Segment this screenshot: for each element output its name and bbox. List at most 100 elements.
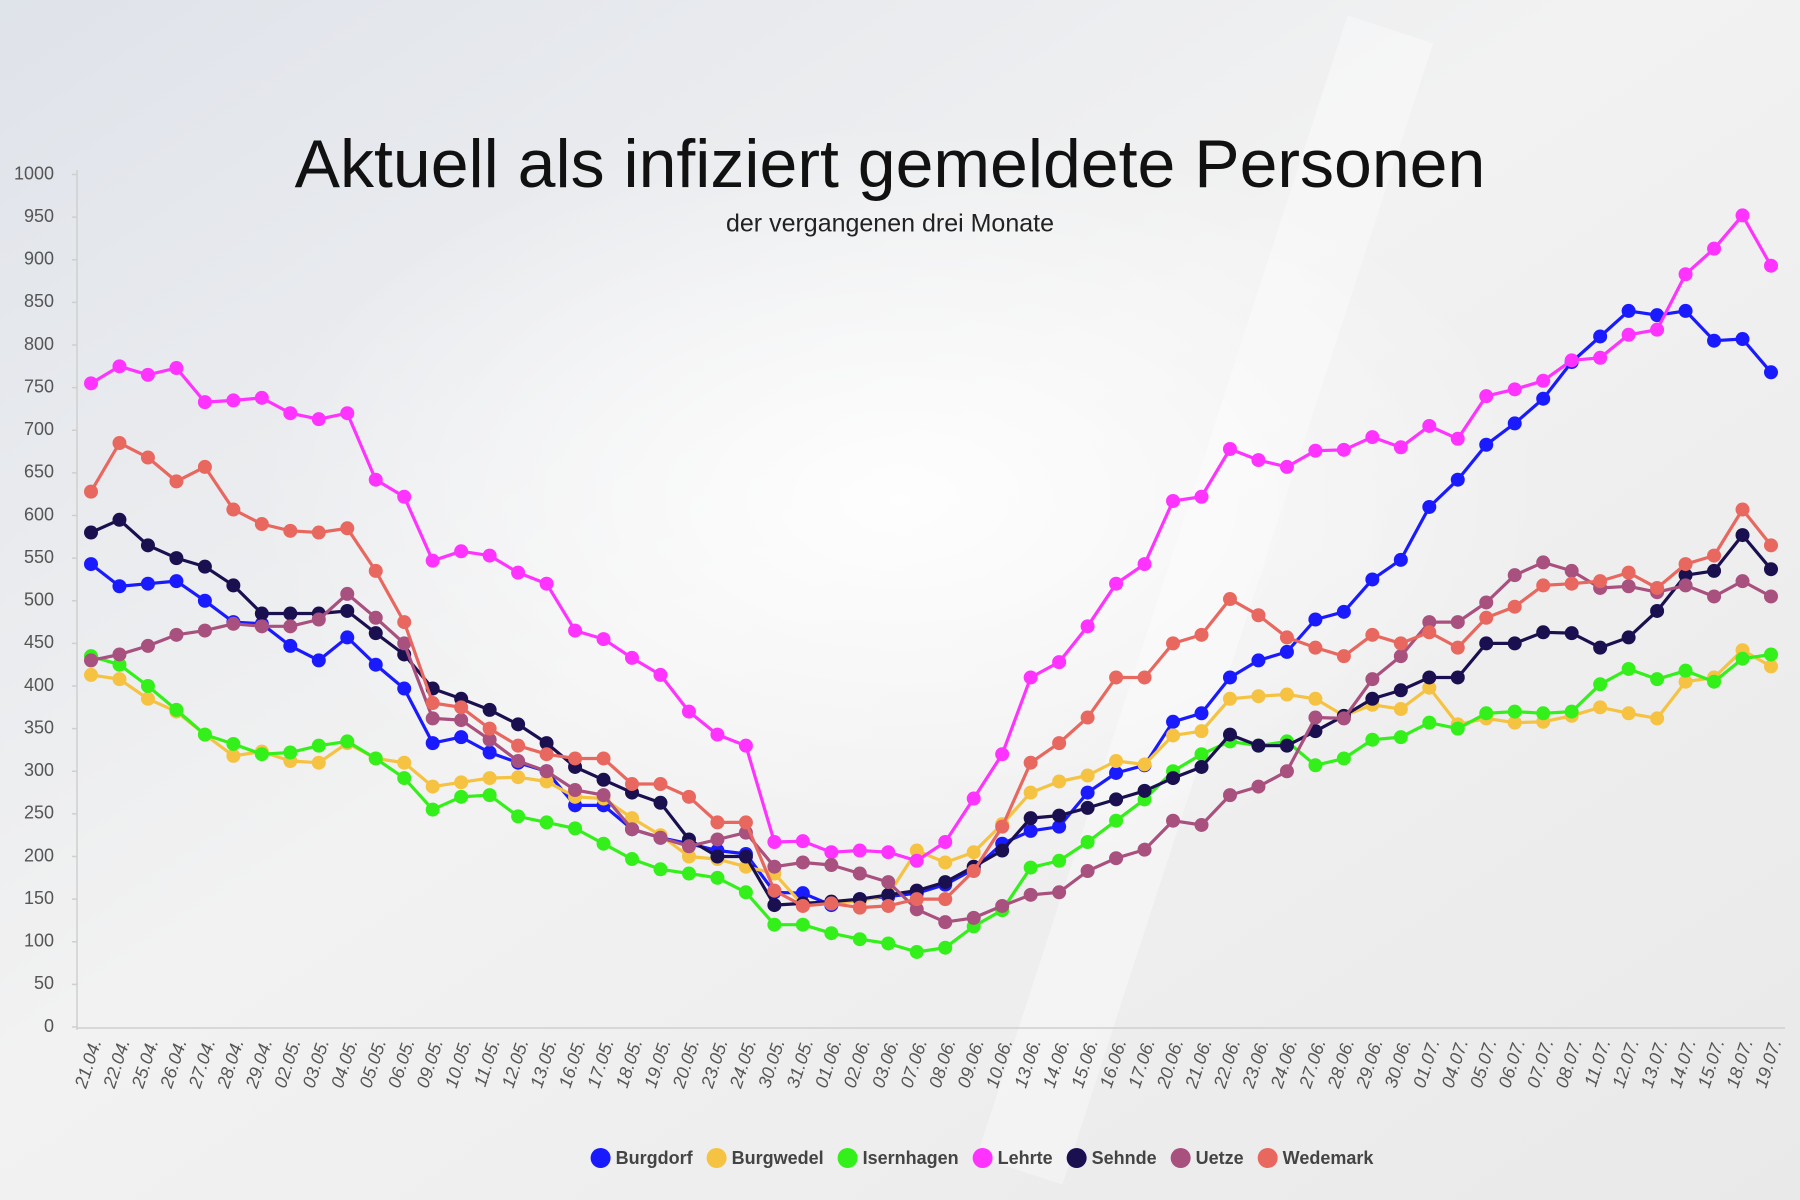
chart-subtitle: der vergangenen drei Monate	[726, 210, 1054, 238]
legend-item: Isernhagen	[837, 1148, 959, 1168]
data-point	[1621, 630, 1636, 645]
data-point	[1137, 557, 1152, 572]
legend-label: Lehrte	[998, 1148, 1053, 1168]
data-point	[767, 898, 782, 913]
data-point	[1536, 555, 1551, 570]
y-tick-label: 0	[44, 1016, 54, 1036]
data-point	[1308, 612, 1323, 627]
y-tick-label: 500	[24, 590, 54, 610]
data-point	[1735, 208, 1750, 223]
data-point	[1678, 557, 1693, 572]
data-point	[1764, 258, 1778, 273]
data-point	[1222, 442, 1237, 457]
data-point	[681, 789, 696, 804]
data-point	[140, 691, 155, 706]
plot-area: 0 50 100 150 200 250 300 350 400 450 500 550 600 650 7…	[14, 163, 1785, 1091]
data-point	[995, 843, 1010, 858]
data-point	[1137, 757, 1152, 772]
data-point	[1080, 619, 1095, 634]
data-point	[254, 747, 269, 762]
data-point	[568, 783, 583, 798]
data-point	[938, 835, 953, 850]
data-point	[795, 917, 810, 932]
data-point	[539, 774, 554, 789]
data-point	[1336, 751, 1351, 766]
data-point	[539, 747, 554, 762]
data-point	[1166, 494, 1181, 509]
data-point	[881, 875, 896, 890]
data-point	[1222, 592, 1237, 607]
data-point	[511, 770, 526, 785]
data-point	[852, 843, 867, 858]
legend-item: Burgdorf	[590, 1148, 694, 1168]
data-point	[1422, 418, 1437, 433]
data-point	[283, 523, 298, 538]
data-point	[1393, 649, 1408, 664]
y-tick-label: 150	[24, 888, 54, 908]
data-point	[795, 886, 810, 901]
data-point	[1450, 431, 1465, 446]
data-point	[1536, 706, 1551, 721]
data-point	[397, 489, 412, 504]
legend-label: Sehnde	[1092, 1148, 1157, 1168]
data-point	[1564, 563, 1579, 578]
data-point	[1080, 800, 1095, 815]
data-point	[1450, 472, 1465, 487]
data-point	[1194, 724, 1209, 739]
data-point	[511, 738, 526, 753]
data-point	[1194, 817, 1209, 832]
data-point	[1109, 670, 1124, 685]
y-tick-label: 900	[24, 249, 54, 269]
legend-marker	[706, 1148, 727, 1168]
data-point	[1279, 630, 1294, 645]
data-point	[1621, 303, 1636, 318]
data-point	[454, 544, 469, 559]
data-point	[368, 657, 383, 672]
data-point	[767, 917, 782, 932]
data-point	[283, 745, 298, 760]
data-point	[625, 811, 640, 826]
data-point	[482, 702, 497, 717]
y-tick-label: 650	[24, 462, 54, 482]
data-point	[1507, 704, 1522, 719]
data-point	[1137, 842, 1152, 857]
data-point	[625, 822, 640, 837]
data-point	[1650, 322, 1665, 337]
legend-marker	[1066, 1148, 1087, 1168]
data-point	[995, 898, 1010, 913]
data-point	[1735, 502, 1750, 517]
data-point	[1764, 647, 1778, 662]
data-point	[1393, 683, 1408, 698]
data-point	[1052, 885, 1067, 900]
data-point	[1593, 574, 1608, 589]
data-point	[1707, 589, 1722, 604]
data-point	[710, 832, 725, 847]
data-point	[340, 406, 355, 421]
data-point	[112, 512, 127, 527]
data-point	[511, 754, 526, 769]
data-point	[596, 836, 611, 851]
data-point	[1222, 727, 1237, 742]
data-point	[596, 632, 611, 647]
data-point	[1507, 382, 1522, 397]
data-point	[140, 450, 155, 465]
y-tick-label: 800	[24, 334, 54, 354]
data-point	[1109, 792, 1124, 807]
legend-label: Uetze	[1196, 1148, 1244, 1168]
data-point	[1251, 608, 1266, 623]
data-point	[397, 681, 412, 696]
data-point	[1593, 640, 1608, 655]
y-tick-label: 950	[24, 206, 54, 226]
data-point	[1422, 715, 1437, 730]
data-point	[938, 875, 953, 890]
data-point	[1279, 764, 1294, 779]
data-point	[482, 548, 497, 563]
data-point	[482, 732, 497, 747]
data-point	[1507, 416, 1522, 431]
data-point	[112, 647, 127, 662]
data-point	[1052, 808, 1067, 823]
data-point	[1222, 788, 1237, 803]
data-point	[1109, 754, 1124, 769]
legend-item: Wedemark	[1257, 1148, 1374, 1168]
data-point	[1365, 572, 1380, 587]
